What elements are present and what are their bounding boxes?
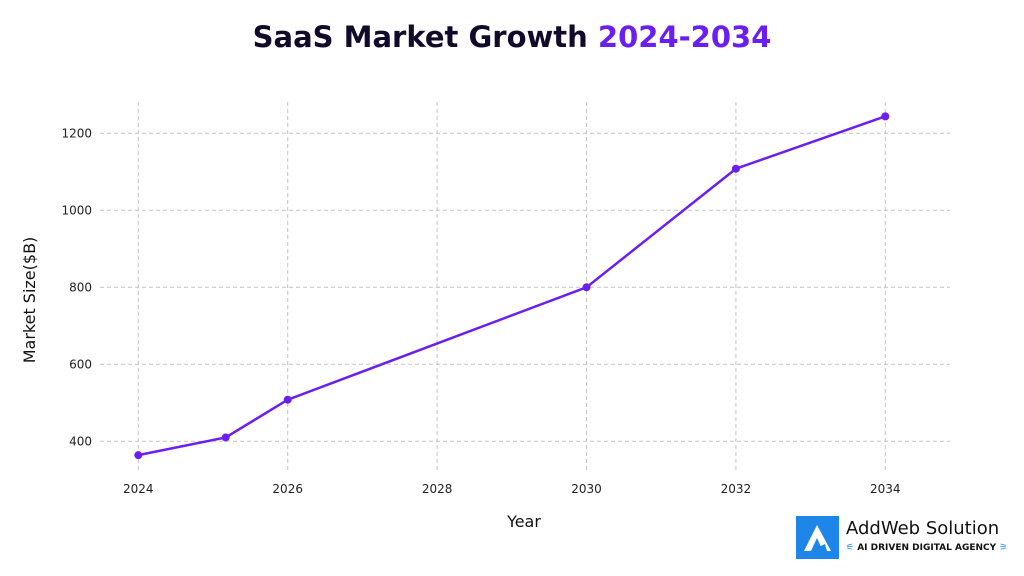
chart-title: SaaS Market Growth 2024-2034 <box>252 20 772 54</box>
y-tick-label: 1000 <box>61 203 92 217</box>
series-line <box>138 115 886 457</box>
data-point <box>283 395 292 404</box>
x-tick-label: 2028 <box>422 482 453 496</box>
y-tick-label: 600 <box>69 357 92 371</box>
data-point <box>731 164 740 173</box>
x-tick-label: 2030 <box>571 482 602 496</box>
logo-tagline: ⚟ AI DRIVEN DIGITAL AGENCY ⚞ <box>846 543 1008 553</box>
y-axis-label: Market Size($B) <box>20 237 39 364</box>
y-tick-label: 1200 <box>61 126 92 140</box>
data-point <box>582 283 591 292</box>
x-tick-label: 2026 <box>272 482 303 496</box>
addweb-logo: AddWeb Solution ⚟ AI DRIVEN DIGITAL AGEN… <box>796 516 1021 561</box>
data-point <box>881 112 890 121</box>
y-tick-label: 400 <box>69 434 92 448</box>
data-point <box>221 433 230 442</box>
title-highlight: 2024-2034 <box>597 20 772 54</box>
x-tick-label: 2032 <box>721 482 752 496</box>
x-axis-label: Year <box>506 512 541 531</box>
data-point <box>134 451 143 460</box>
logo-name: AddWeb Solution <box>846 518 1000 539</box>
x-tick-label: 2024 <box>123 482 154 496</box>
y-tick-label: 800 <box>69 280 92 294</box>
logo-icon <box>796 516 839 559</box>
x-tick-label: 2034 <box>870 482 901 496</box>
